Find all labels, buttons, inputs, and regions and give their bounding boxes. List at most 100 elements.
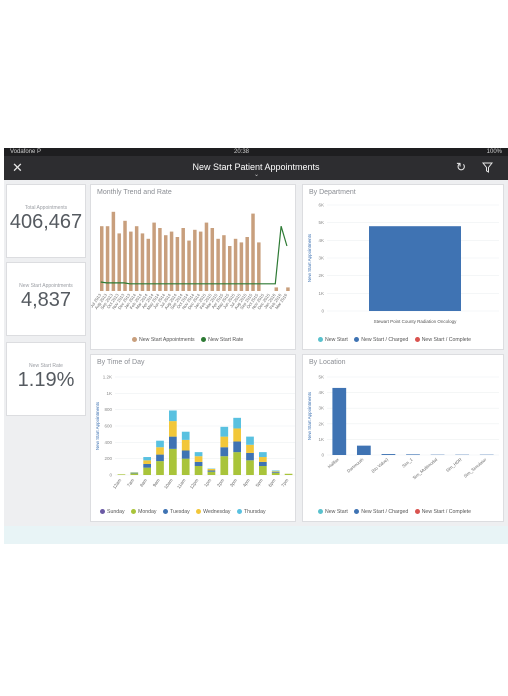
- trend-bar: [251, 213, 255, 291]
- legend-label: New Start Rate: [208, 337, 244, 343]
- x-tick-label: 3pm: [229, 478, 238, 488]
- time-bar-segment: [194, 452, 203, 457]
- time-bar-segment: [246, 444, 254, 453]
- legend-swatch-blue: [162, 509, 168, 514]
- location-legend: New Start New Start / Charged New Start …: [313, 509, 471, 515]
- kpi-new-start-rate[interactable]: New Start Rate 1.19%: [6, 342, 86, 416]
- time-bar-segment: [143, 463, 151, 468]
- x-tick-label: Sim_HDR: [445, 457, 463, 473]
- time-bar-segment: [156, 447, 164, 455]
- trend-bar: [158, 228, 162, 291]
- page-title[interactable]: New Start Patient Appointments: [192, 162, 320, 172]
- location-bar: [381, 454, 396, 455]
- clock-label: 20:38: [234, 149, 250, 155]
- x-tick-label: 11am: [176, 478, 187, 490]
- kpi-label: New Start Rate: [29, 363, 63, 369]
- legend-swatch-lime: [131, 509, 137, 514]
- legend-label: Monday: [138, 509, 157, 515]
- trend-bar: [169, 231, 174, 291]
- panel-monthly-trend[interactable]: Monthly Trend and Rate Jul 2013 Aug 2013 S…: [90, 184, 296, 350]
- x-tick-label: Dartmouth: [346, 457, 365, 474]
- legend-swatch-blue: [354, 337, 360, 342]
- panel-by-time-of-day[interactable]: By Time of Day 0 200 400 600 800 1K 1.2K 12am 7a…: [90, 354, 296, 522]
- time-bar-segment: [246, 460, 254, 475]
- time-bar-segment: [259, 466, 267, 475]
- trend-bar: [164, 235, 168, 291]
- battery-label: 100%: [486, 149, 502, 155]
- time-bar-segment: [233, 441, 241, 453]
- trend-bar: [222, 235, 226, 291]
- panel-title: By Time of Day: [97, 359, 145, 366]
- time-bar-segment: [156, 461, 164, 475]
- time-bar-segment: [233, 428, 241, 442]
- time-bar-segment: [130, 473, 139, 475]
- x-tick-label: Halifax: [327, 456, 341, 469]
- time-bar-segment: [284, 473, 293, 475]
- department-bar: [369, 226, 461, 311]
- legend-label: New Start / Charged: [361, 509, 409, 515]
- y-tick-label: 1K: [106, 391, 112, 396]
- close-icon[interactable]: ✕: [12, 160, 23, 175]
- app-screen: Vodafone P 20:38 100% ✕ New Start Patien…: [4, 148, 508, 526]
- legend-label: Tuesday: [169, 509, 190, 515]
- time-bar-segment: [271, 472, 280, 475]
- x-tick-label: 8am: [139, 478, 148, 488]
- kpi-value: 406,467: [9, 211, 83, 233]
- y-axis-label: New Start Appointments: [307, 391, 312, 440]
- time-bar-segment: [181, 450, 190, 459]
- y-tick-label: 5K: [318, 375, 324, 380]
- time-bar-segment: [246, 436, 254, 445]
- time-bar-segment: [194, 456, 203, 462]
- time-bar-segment: [246, 452, 254, 461]
- y-tick-label: 800: [104, 407, 112, 412]
- time-bar-segment: [194, 461, 203, 467]
- refresh-icon[interactable]: ↻: [456, 160, 467, 174]
- kpi-total-appointments[interactable]: Total Appointments 406,467: [6, 184, 86, 258]
- legend-swatch-red: [414, 337, 420, 342]
- legend-label: Wednesday: [203, 509, 231, 515]
- y-tick-label: 4K: [318, 238, 324, 243]
- panel-title: Monthly Trend and Rate: [97, 189, 172, 196]
- trend-bar: [111, 211, 116, 291]
- y-tick-label: 4K: [318, 390, 324, 395]
- legend-swatch-cyan: [236, 509, 242, 514]
- trend-bar: [257, 242, 261, 291]
- time-bar-segment: [181, 458, 190, 475]
- time-bar-segment: [207, 470, 216, 472]
- panel-title: By Location: [309, 359, 346, 366]
- trend-legend: New Start Appointments New Start Rate: [127, 337, 243, 343]
- time-bar-segment: [233, 452, 241, 475]
- time-of-day-chart: 0 200 400 600 800 1K 1.2K 12am 7am 8am 9am 10am 11am…: [95, 375, 295, 490]
- legend-label: New Start: [325, 509, 348, 515]
- carrier-label: Vodafone P: [10, 149, 42, 155]
- kpi-new-start-appointments[interactable]: New Start Appointments 4,837: [6, 262, 86, 336]
- time-bar-segment: [169, 448, 177, 475]
- y-tick-label: 400: [104, 440, 112, 445]
- panel-by-location[interactable]: By Location 0 1K 2K 3K 4K 5K Halifax Dartmouth (…: [302, 354, 504, 522]
- location-chart: 0 1K 2K 3K 4K 5K Halifax Dartmouth (No Value) Sim…: [307, 375, 499, 480]
- x-tick-label: (No Value): [370, 457, 389, 474]
- legend-swatch-purple: [100, 509, 105, 514]
- time-bar-segment: [194, 466, 203, 475]
- filter-icon[interactable]: [481, 162, 494, 175]
- x-tick-label: 4pm: [242, 478, 251, 488]
- y-tick-label: 3K: [318, 406, 324, 411]
- location-bar: [356, 445, 371, 455]
- legend-label: New Start / Charged: [361, 337, 409, 343]
- location-bar: [406, 454, 420, 455]
- panel-by-department[interactable]: By Department 0 1K 2K 3K 4K 5K 6K Stewart Point…: [302, 184, 504, 350]
- time-bar-segment: [181, 431, 190, 440]
- x-tick-label: 7pm: [280, 478, 289, 488]
- trend-bar: [245, 237, 249, 291]
- time-bar-segment: [181, 439, 190, 451]
- time-bar-segment: [143, 467, 151, 475]
- chevron-down-icon[interactable]: ⌄: [254, 172, 260, 178]
- time-bar-segment: [220, 426, 229, 437]
- screen-bottom-strip: [4, 526, 508, 544]
- legend-label: New Start: [325, 337, 348, 343]
- x-tick-label: 5pm: [255, 478, 264, 488]
- x-tick-label: Jul 2013: [91, 292, 103, 308]
- y-tick-label: 200: [104, 456, 112, 461]
- legend-label: New Start Appointments: [139, 337, 195, 343]
- y-tick-label: 600: [104, 424, 112, 429]
